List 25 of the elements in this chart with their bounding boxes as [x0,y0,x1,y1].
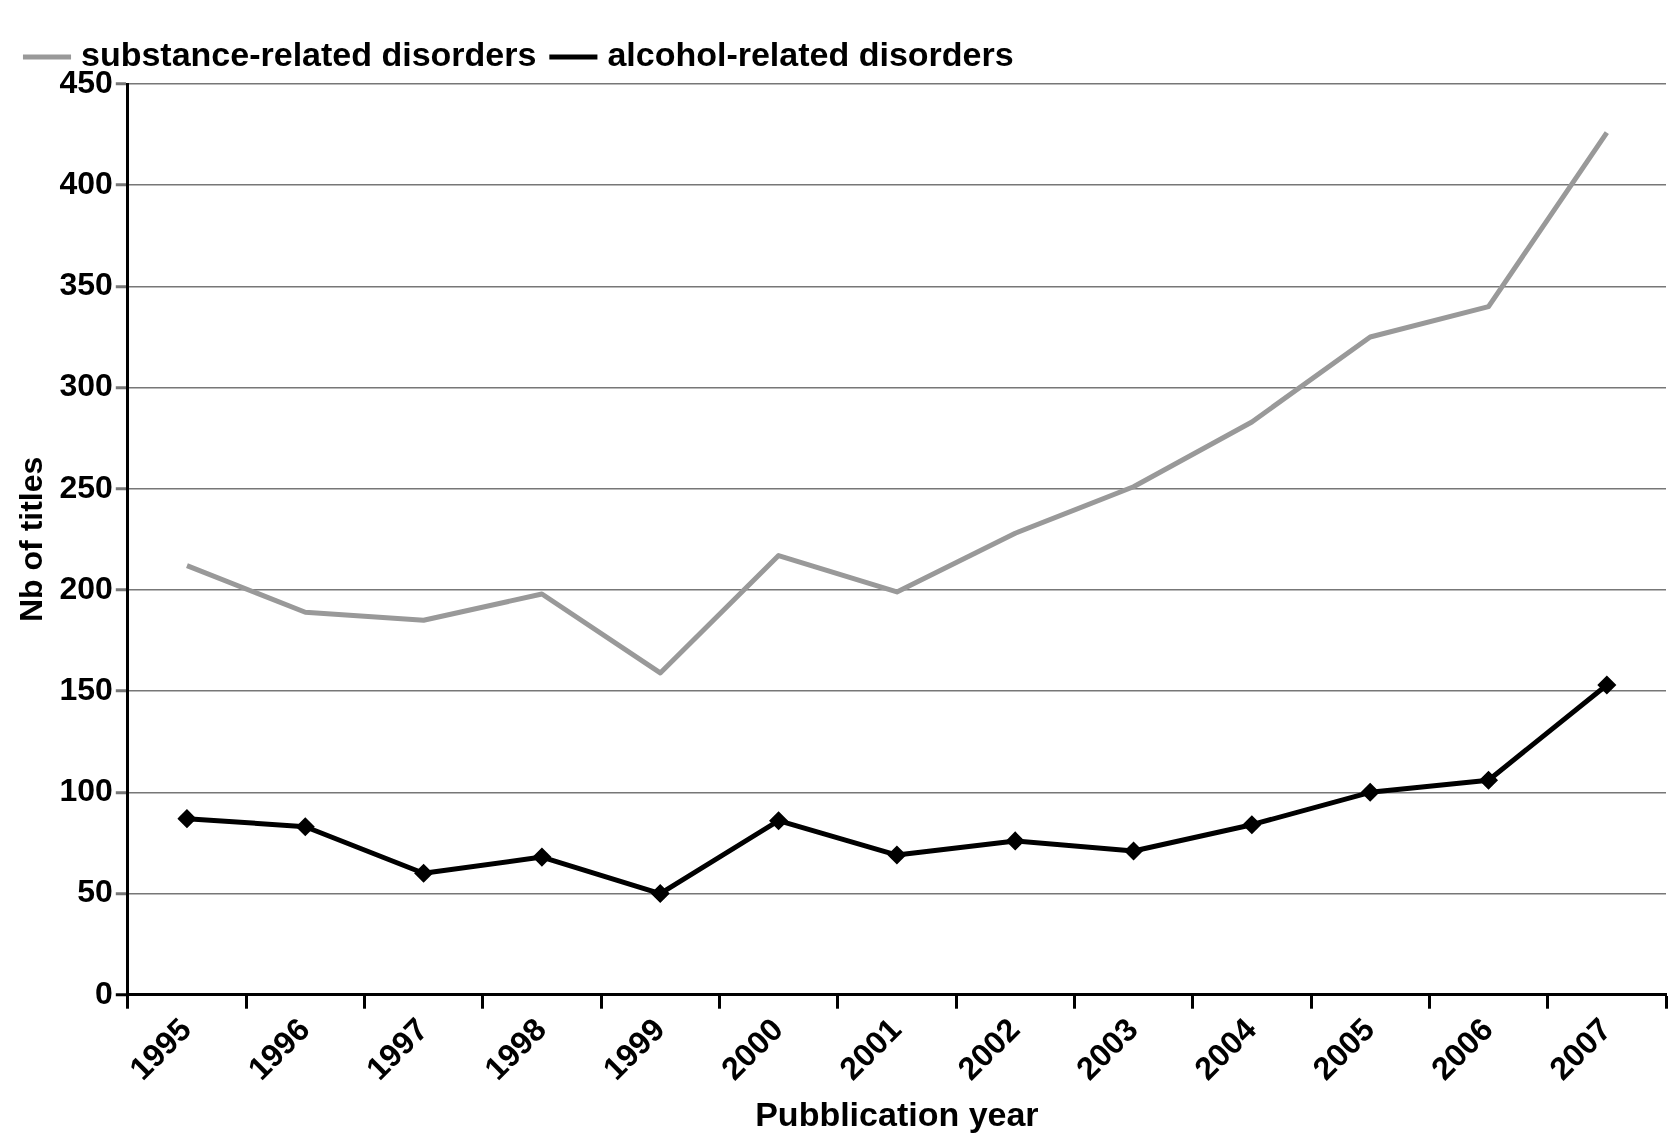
y-tick-label: 150 [59,670,113,707]
legend-label: alcohol-related disorders [607,35,1014,74]
y-tick-label: 300 [59,367,113,404]
point [533,848,551,866]
y-tick-label: 50 [77,873,113,910]
point [1243,816,1261,834]
point [1361,783,1379,801]
point [178,810,196,828]
point [651,885,669,903]
point [1006,832,1024,850]
y-axis-title: Nb of titles [13,456,50,623]
y-tick-label: 350 [59,266,113,303]
y-tick-label: 400 [59,165,113,202]
point [415,864,433,882]
x-axis-title: Pubblication year [755,1094,1039,1133]
y-tick-label: 200 [59,569,113,606]
y-tick-label: 100 [59,772,113,809]
point [1480,771,1498,789]
y-tick-label: 250 [59,468,113,505]
point [888,846,906,864]
point [1125,842,1143,860]
point [770,812,788,830]
y-tick-label: 0 [94,974,113,1011]
point [1598,676,1616,694]
point [296,818,314,836]
